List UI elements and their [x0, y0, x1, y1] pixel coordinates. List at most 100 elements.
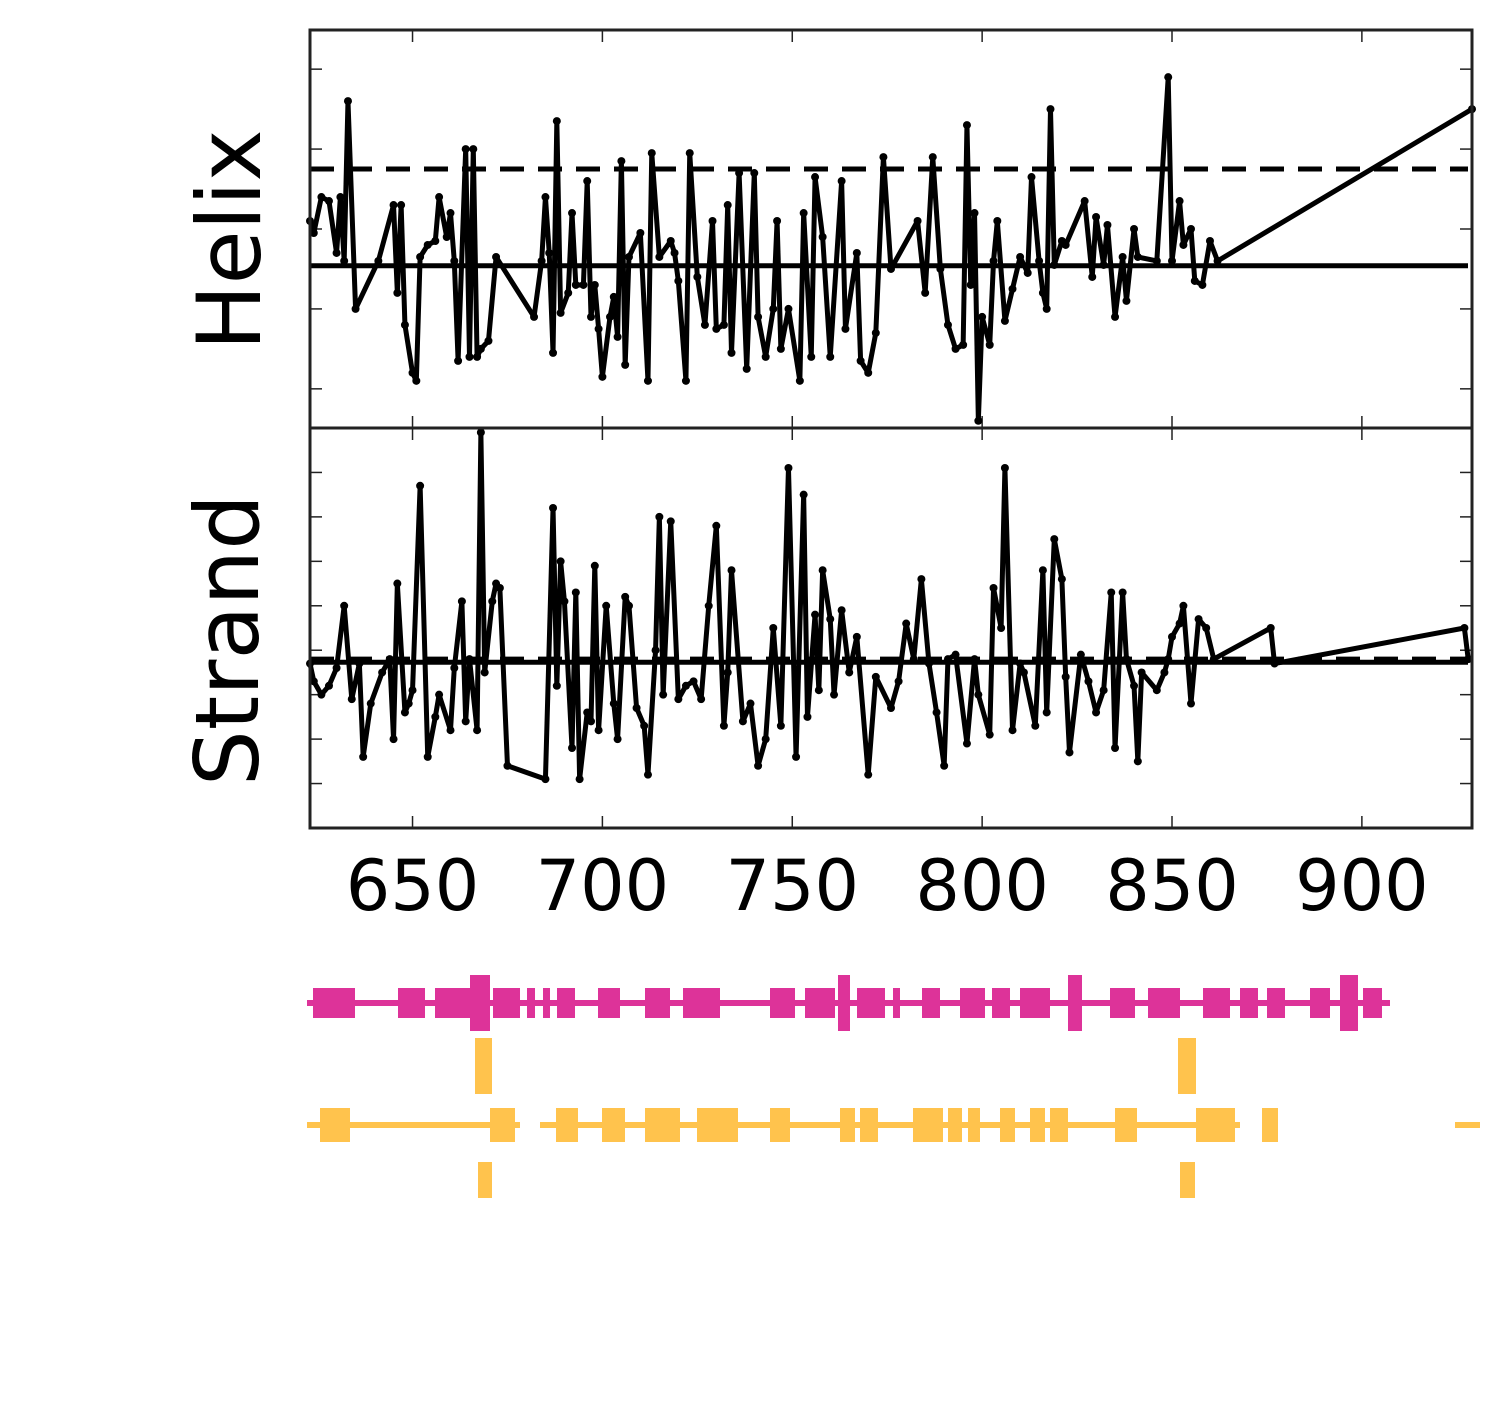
data-point	[541, 775, 550, 784]
data-point	[887, 264, 895, 273]
data-point	[811, 610, 820, 619]
data-point	[814, 686, 823, 695]
data-point	[1050, 535, 1059, 544]
data-point	[621, 360, 630, 369]
data-point	[818, 566, 827, 575]
data-point	[943, 655, 952, 664]
data-point	[932, 708, 941, 717]
data-point	[985, 730, 994, 739]
data-point	[480, 668, 489, 677]
segment	[645, 988, 670, 1018]
data-point	[776, 721, 785, 730]
data-point	[605, 312, 614, 321]
segment	[602, 1108, 625, 1142]
data-point	[587, 717, 596, 726]
data-point	[1000, 464, 1009, 472]
segment	[313, 988, 355, 1018]
data-point	[784, 304, 793, 313]
segment	[838, 975, 850, 1031]
data-point	[970, 655, 979, 664]
track-yellow	[307, 1038, 1480, 1198]
data-point	[408, 368, 417, 377]
data-point	[1152, 686, 1161, 695]
data-point	[1031, 721, 1040, 730]
data-point	[1168, 256, 1177, 265]
data-point	[830, 690, 839, 699]
data-point	[761, 735, 770, 744]
data-point	[568, 744, 577, 752]
data-point	[924, 659, 933, 668]
data-point	[476, 428, 485, 437]
data-point	[568, 209, 577, 218]
data-point	[423, 752, 432, 761]
segment	[478, 1162, 492, 1198]
data-point	[575, 775, 584, 784]
data-point	[560, 597, 569, 606]
segment	[857, 988, 885, 1018]
data-point	[324, 197, 333, 206]
segment	[1110, 988, 1135, 1018]
data-point	[655, 512, 664, 521]
data-point	[1205, 236, 1214, 245]
data-point	[1103, 221, 1112, 230]
segment	[1148, 988, 1180, 1018]
segment	[770, 1108, 790, 1142]
data-line	[307, 74, 1474, 424]
data-point	[803, 712, 812, 721]
data-point	[917, 575, 926, 584]
data-point	[408, 686, 417, 695]
data-point	[966, 280, 975, 289]
data-point	[1076, 650, 1085, 659]
data-point	[795, 376, 804, 385]
data-point	[1137, 668, 1146, 677]
data-point	[712, 324, 721, 333]
data-point	[738, 717, 747, 726]
data-point	[1133, 757, 1142, 766]
data-point	[1194, 615, 1203, 624]
data-point	[1160, 668, 1169, 677]
data-point	[1016, 659, 1025, 668]
segment	[645, 1108, 680, 1142]
data-point	[864, 770, 873, 779]
data-point	[556, 557, 565, 566]
data-point	[609, 292, 618, 301]
data-point	[579, 280, 588, 289]
data-point	[393, 579, 402, 588]
data-point	[374, 256, 383, 265]
data-point	[492, 252, 501, 261]
data-point	[970, 209, 979, 218]
x-tick-label: 750	[725, 845, 859, 927]
data-point	[1122, 296, 1131, 305]
data-point	[909, 655, 918, 664]
data-point	[997, 624, 1006, 632]
data-point	[1061, 240, 1070, 249]
data-point	[1190, 276, 1199, 285]
segment	[992, 988, 1010, 1018]
data-point	[590, 561, 599, 570]
data-point	[1019, 668, 1028, 677]
y-axis-label: Helix	[178, 129, 281, 350]
data-point	[1008, 726, 1017, 735]
x-tick-label: 800	[915, 845, 1049, 927]
data-point	[465, 655, 474, 664]
data-point	[473, 352, 482, 361]
data-point	[476, 344, 485, 353]
segment	[805, 988, 835, 1018]
segment	[543, 988, 550, 1018]
data-point	[727, 566, 736, 575]
data-point	[389, 201, 398, 210]
data-point	[750, 169, 759, 178]
segment	[493, 988, 520, 1018]
data-point	[1164, 73, 1173, 82]
data-point	[324, 681, 333, 690]
data-point	[435, 690, 444, 699]
data-point	[647, 149, 656, 158]
y-axis-label: Strand	[176, 494, 279, 786]
data-point	[1202, 624, 1211, 632]
data-point	[871, 672, 880, 681]
track-magenta	[307, 975, 1390, 1031]
data-point	[871, 328, 880, 337]
data-point	[943, 320, 952, 329]
data-point	[681, 376, 690, 385]
data-point	[1209, 655, 1218, 664]
